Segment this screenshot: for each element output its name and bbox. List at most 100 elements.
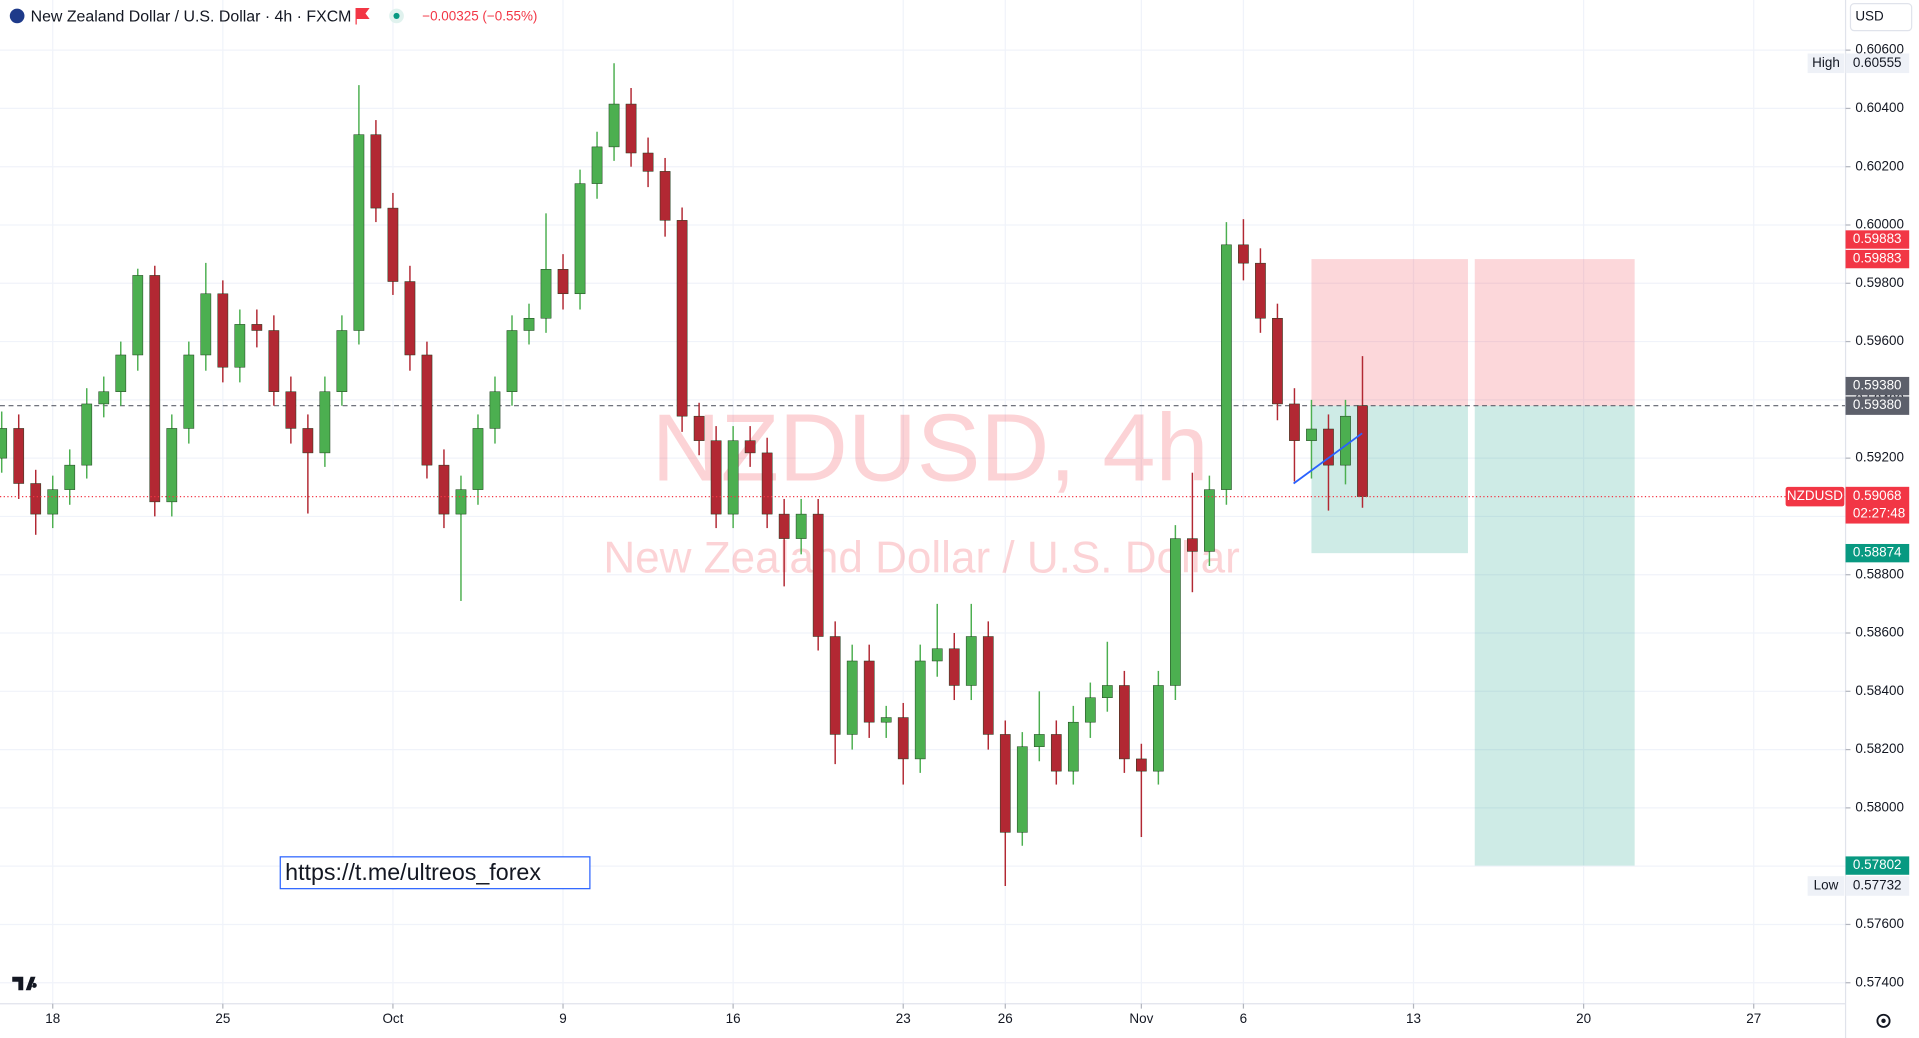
- y-tick-label: 0.58600: [1855, 625, 1904, 640]
- candle-body: [1153, 685, 1164, 772]
- price-label-box: [1845, 543, 1910, 563]
- target-zone[interactable]: [1311, 405, 1468, 554]
- x-tick-label: 27: [1746, 1011, 1761, 1026]
- logo[interactable]: [12, 976, 37, 991]
- symbol-label: NZDUSD: [1787, 488, 1843, 503]
- candle-body: [999, 734, 1011, 833]
- countdown: 02:27:48: [1853, 505, 1905, 520]
- candle-body: [1084, 697, 1096, 723]
- candle-body: [0, 428, 8, 459]
- price-label: 0.59380: [1853, 378, 1902, 393]
- candle-body: [1187, 538, 1198, 552]
- y-tick-label: 0.57600: [1855, 916, 1904, 931]
- candle-body: [506, 330, 518, 392]
- settings-icon-center: [1881, 1018, 1886, 1024]
- candle-body: [693, 415, 705, 441]
- candle-body: [455, 489, 467, 515]
- candle-body: [183, 354, 195, 429]
- candle-body: [829, 636, 841, 735]
- x-tick-label: 6: [1240, 1011, 1247, 1026]
- candle-body: [200, 293, 212, 356]
- x-tick-label: 16: [726, 1011, 741, 1026]
- x-tick-label: 26: [998, 1011, 1013, 1026]
- candle-body: [1136, 758, 1147, 772]
- candle-body: [931, 648, 943, 662]
- candle-body: [13, 428, 25, 484]
- candle-body: [812, 513, 824, 637]
- currency-button[interactable]: [1849, 3, 1913, 32]
- stop-zone[interactable]: [1474, 259, 1635, 406]
- y-tick-label: 0.59600: [1855, 333, 1904, 348]
- last-price-label: 0.59068: [1853, 488, 1902, 503]
- candle-body: [863, 660, 875, 723]
- candle-body: [523, 318, 535, 331]
- candle-body: [149, 275, 161, 503]
- currency-label[interactable]: USD: [1855, 9, 1884, 24]
- high-value-box: [1845, 53, 1910, 74]
- candle-body: [1323, 428, 1334, 466]
- candle-body: [1357, 405, 1368, 497]
- candle-body: [727, 440, 739, 515]
- high-name-box: [1807, 53, 1845, 74]
- candle-body: [880, 717, 892, 723]
- candle-body: [1340, 415, 1351, 466]
- x-tick-label: 23: [896, 1011, 911, 1026]
- candle-body: [115, 354, 127, 392]
- axes: 0.574000.576000.578000.580000.582000.584…: [45, 42, 1910, 1026]
- candle-body: [676, 220, 688, 417]
- candle-body: [98, 391, 110, 405]
- settings-icon[interactable]: [1876, 1013, 1891, 1028]
- y-tick-label: 0.60200: [1855, 158, 1904, 173]
- x-tick-label: Oct: [382, 1011, 403, 1026]
- candle-body: [982, 636, 994, 735]
- candle-body: [217, 293, 229, 368]
- x-tick-label: 13: [1406, 1011, 1421, 1026]
- candle-body: [710, 440, 722, 515]
- x-tick-label: 9: [559, 1011, 566, 1026]
- x-tick-label: Nov: [1129, 1011, 1153, 1026]
- trend-line[interactable]: [1293, 432, 1363, 485]
- candle-body: [574, 183, 586, 295]
- candle-body: [234, 324, 246, 368]
- candle-body: [1238, 244, 1249, 264]
- candle-body: [404, 281, 416, 356]
- candle-body: [965, 636, 977, 686]
- price-change: −0.00325 (−0.55%): [422, 9, 537, 24]
- candle-body: [1204, 489, 1215, 552]
- x-tick-label: 25: [215, 1011, 230, 1026]
- link-text[interactable]: https://t.me/ultreos_forex: [285, 859, 541, 885]
- candle-body: [659, 171, 671, 221]
- candle-body: [761, 452, 773, 515]
- candle-body: [438, 464, 450, 515]
- watermark-symbol: NZDUSD, 4h: [652, 396, 1209, 502]
- candle-body: [336, 330, 348, 392]
- candle-body: [1033, 734, 1045, 747]
- candle-body: [387, 207, 399, 282]
- symbol-label-box: [1785, 486, 1845, 507]
- price-label: 0.59380: [1853, 397, 1902, 412]
- y-tick-label: 0.58400: [1855, 683, 1904, 698]
- y-tick-label: 0.58800: [1855, 566, 1904, 581]
- y-tick-label: 0.57400: [1855, 974, 1904, 989]
- candle-body: [897, 717, 909, 760]
- candle-body: [557, 269, 569, 295]
- symbol-icon: [9, 8, 25, 24]
- plot: [0, 63, 1846, 886]
- price-label-box: [1845, 230, 1910, 249]
- y-tick-label: 0.60000: [1855, 217, 1904, 232]
- low-name-box: [1807, 876, 1845, 896]
- flag-icon[interactable]: [355, 7, 370, 25]
- candle-body: [472, 428, 484, 490]
- candle-body: [1170, 538, 1181, 686]
- low-value: 0.57732: [1853, 878, 1902, 893]
- candle-body: [625, 103, 637, 154]
- link-box[interactable]: [279, 856, 591, 890]
- y-tick-label: 0.58000: [1855, 799, 1904, 814]
- symbol-title[interactable]: New Zealand Dollar / U.S. Dollar · 4h · …: [31, 8, 352, 25]
- target-zone[interactable]: [1474, 405, 1635, 866]
- stop-zone[interactable]: [1311, 259, 1468, 406]
- watermark-description: New Zealand Dollar / U.S. Dollar: [603, 533, 1239, 582]
- candle-body: [846, 660, 858, 735]
- candle-body: [1289, 403, 1300, 441]
